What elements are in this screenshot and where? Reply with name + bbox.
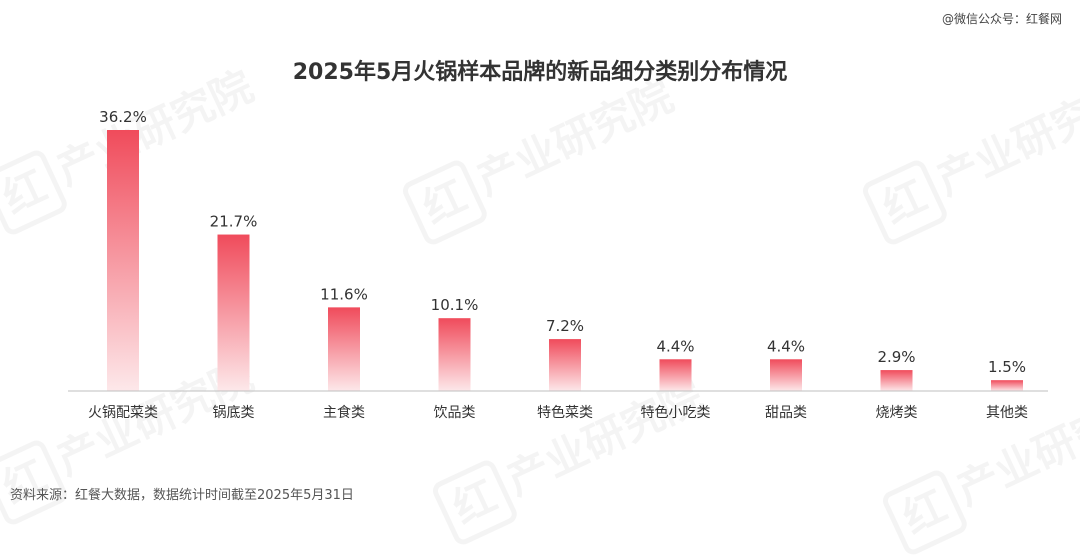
x-tick-label: 特色小吃类: [641, 404, 711, 421]
bar: [107, 130, 139, 391]
bar: [991, 380, 1023, 391]
x-tick-label: 火锅配菜类: [88, 405, 158, 421]
bar: [659, 359, 692, 391]
x-tick-label: 烧烤类: [876, 405, 918, 421]
x-tick-label: 主食类: [323, 404, 365, 421]
data-label: 11.6%: [320, 285, 368, 303]
bar: [549, 339, 581, 391]
bar: [217, 234, 250, 391]
bar: [770, 359, 802, 391]
data-label: 2.9%: [877, 348, 915, 366]
data-label: 21.7%: [210, 213, 258, 231]
x-tick-label: 甜品类: [765, 405, 807, 421]
data-label: 4.4%: [767, 337, 805, 355]
x-tick-label: 其他类: [986, 405, 1028, 421]
x-tick-label: 特色菜类: [537, 404, 593, 421]
chart-title: 2025年5月火锅样本品牌的新品细分类别分布情况: [292, 60, 788, 85]
data-label: 36.2%: [99, 108, 147, 126]
x-tick-label: 锅底类: [213, 405, 255, 421]
data-label: 4.4%: [656, 337, 694, 355]
data-label: 10.1%: [431, 296, 479, 314]
x-tick-label: 饮品类: [434, 405, 476, 421]
bar-chart: 36.2% 火锅配菜类 21.7% 锅底类 11.6% 主食类 10.1% 饮品类 7.2% 特色…: [68, 108, 1048, 421]
bar: [328, 307, 360, 391]
source-credit: @微信公众号：红餐网: [941, 12, 1062, 26]
data-label: 7.2%: [546, 317, 584, 335]
bar: [438, 318, 471, 391]
source-footnote: 资料来源：红餐大数据，数据统计时间截至2025年5月31日: [10, 488, 354, 503]
data-label: 1.5%: [988, 358, 1026, 376]
bar: [880, 370, 913, 391]
